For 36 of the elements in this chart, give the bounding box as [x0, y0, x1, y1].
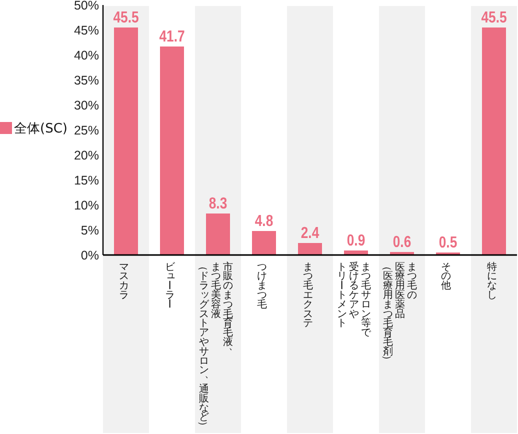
x-tick-label: まつ毛サロン等で受けるケアやトリートメント — [335, 260, 372, 339]
bar — [114, 28, 138, 255]
x-tick-label: 市販のまつ毛育毛液、まつ毛美容液（ドラッグストアやサロン、通販など） — [197, 260, 238, 431]
bar — [206, 214, 230, 255]
y-tick-label: 0% — [80, 248, 99, 262]
data-label: 41.7 — [159, 28, 185, 46]
x-tick-label: 特になし — [487, 260, 497, 301]
x-tick-label: まつ毛エクステ — [303, 262, 313, 330]
data-label: 0.6 — [392, 234, 412, 252]
bar — [482, 28, 506, 255]
x-tick-label: その他 — [441, 262, 451, 292]
x-tick-label: つけまつ毛 — [257, 262, 267, 310]
legend-label: 全体(SC) — [14, 122, 68, 137]
y-tick-label: 15% — [74, 174, 99, 188]
y-tick-label: 40% — [74, 48, 99, 62]
y-tick-label: 50% — [74, 0, 99, 12]
data-label: 0.5 — [438, 234, 458, 252]
y-tick-label: 30% — [74, 98, 99, 112]
y-tick-label: 45% — [74, 24, 99, 38]
data-label: 8.3 — [208, 195, 228, 213]
data-label: 45.5 — [481, 9, 507, 27]
x-tick-label: まつ毛の医療用医薬品（医療用まつ毛育毛剤） — [381, 261, 417, 365]
x-tick-label: ビューラー — [163, 262, 176, 309]
bar — [252, 231, 276, 255]
data-label: 2.4 — [300, 224, 320, 242]
y-tick-label: 35% — [74, 74, 99, 88]
y-tick-label: 5% — [80, 224, 99, 238]
data-label: 0.9 — [346, 232, 366, 250]
y-tick-label: 25% — [74, 124, 99, 138]
y-tick-label: 20% — [74, 148, 99, 162]
data-label: 4.8 — [254, 212, 274, 230]
bar — [160, 46, 184, 255]
data-label: 45.5 — [113, 9, 139, 27]
x-tick-label: マスカラ — [119, 262, 129, 301]
bar — [298, 243, 322, 255]
y-tick-label: 10% — [74, 198, 99, 212]
